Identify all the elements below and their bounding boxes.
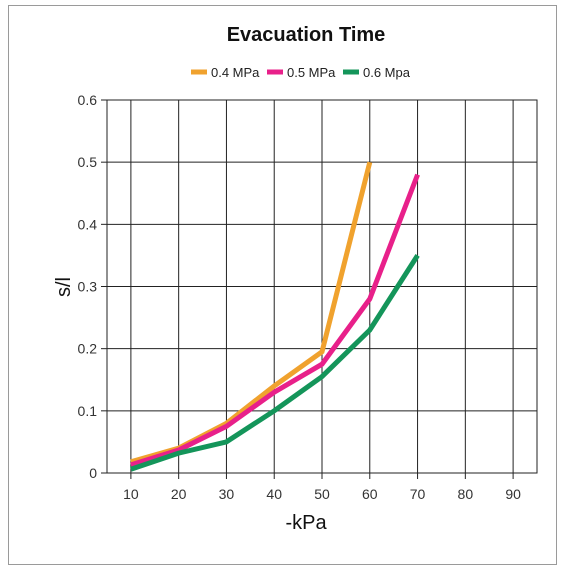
- y-tick-label: 0.6: [78, 92, 98, 108]
- series-line-0-5-mpa: [130, 173, 420, 468]
- series-line-0-4-mpa: [130, 161, 373, 465]
- x-tick-label: 30: [219, 486, 235, 502]
- series-lines: [130, 161, 420, 472]
- x-tick-label: 60: [362, 486, 378, 502]
- legend-label: 0.6 Mpa: [363, 65, 411, 80]
- chart-title: Evacuation Time: [227, 24, 386, 46]
- legend-label: 0.5 MPa: [287, 65, 336, 80]
- grid: [106, 99, 538, 474]
- x-tick-label: 70: [410, 486, 426, 502]
- x-axis-ticks: 10 20 30 40 50 60 70 80 90: [123, 473, 521, 502]
- y-tick-label: 0.1: [78, 403, 98, 419]
- y-tick-label: 0.5: [78, 154, 98, 170]
- x-tick-label: 80: [458, 486, 474, 502]
- y-tick-label: 0.4: [78, 216, 98, 232]
- y-tick-label: 0: [89, 465, 97, 481]
- legend: 0.4 MPa 0.5 MPa 0.6 Mpa: [191, 65, 411, 80]
- x-tick-label: 50: [314, 486, 330, 502]
- evacuation-time-chart: Evacuation Time 0.4 MPa 0.5 MPa 0.6 Mpa 00…: [53, 24, 538, 534]
- x-axis-title: -kPa: [285, 512, 327, 534]
- y-axis-ticks: 0 0.1 0.2 0.3 0.4 0.5 0.6: [78, 92, 107, 481]
- y-axis-title: s/l: [53, 277, 75, 297]
- series-line-0-6-mpa: [130, 254, 420, 472]
- x-tick-label: 20: [171, 486, 187, 502]
- x-tick-label: 90: [505, 486, 521, 502]
- x-tick-label: 40: [266, 486, 282, 502]
- x-tick-label: 10: [123, 486, 139, 502]
- y-tick-label: 0.2: [78, 341, 98, 357]
- legend-label: 0.4 MPa: [211, 65, 260, 80]
- y-tick-label: 0.3: [78, 279, 98, 295]
